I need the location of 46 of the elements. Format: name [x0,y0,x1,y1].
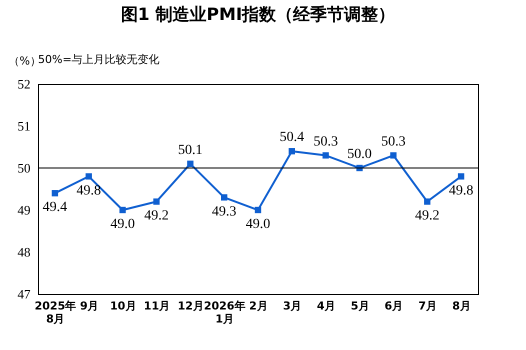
x-tick-label: 2025年 8月 [34,300,76,326]
data-label: 49.2 [144,208,169,224]
data-label: 49.3 [212,204,236,220]
point [86,173,92,180]
data-label: 49.2 [414,208,440,224]
x-tick-label: 10月 [110,300,136,312]
point [52,190,58,196]
data-label: 50.3 [313,134,338,150]
x-tick-label: 12月 [178,300,204,312]
x-tick-label: 11月 [144,300,170,312]
point [254,206,262,214]
x-tick-label: 2026年 1月 [204,300,246,326]
x-tick-label: 5月 [350,300,370,312]
point [187,160,194,167]
chart-title: 图1 制造业PMI指数（经季节调整） [120,5,396,25]
data-label: 49.8 [76,183,102,198]
y-tick-label: 47 [18,286,31,302]
y-tick-label: 51 [18,118,30,134]
data-label: 50.3 [381,134,406,150]
x-tick-label: 2月 [249,300,268,312]
point [288,148,296,154]
data-label: 49.4 [42,200,68,216]
data-label: 50.0 [347,147,372,162]
point [220,194,228,201]
y-tick-label: 48 [18,244,30,260]
point [424,198,430,205]
point [458,173,464,180]
x-tick-label: 3月 [283,300,302,312]
y-tick-label: 50 [18,160,30,176]
x-tick-label: 8月 [452,300,471,312]
text: 50%=与上月比较无变化 [38,53,160,66]
point [390,152,397,159]
data-label: 49.0 [110,217,135,232]
x-tick-label: 4月 [316,300,336,312]
data-label: 50.4 [280,130,304,146]
point [153,198,160,205]
x-tick-label: 6月 [384,300,404,312]
x-tick-label: 9月 [80,300,99,312]
y-tick-label: 49 [18,202,30,218]
point [322,152,329,159]
data-label: 50.1 [178,142,203,158]
data-label: 49.8 [448,183,474,198]
data-label: 49.0 [246,217,270,232]
y-tick-label: 52 [18,76,30,92]
x-tick-label: 7月 [418,300,438,312]
point [119,206,126,214]
